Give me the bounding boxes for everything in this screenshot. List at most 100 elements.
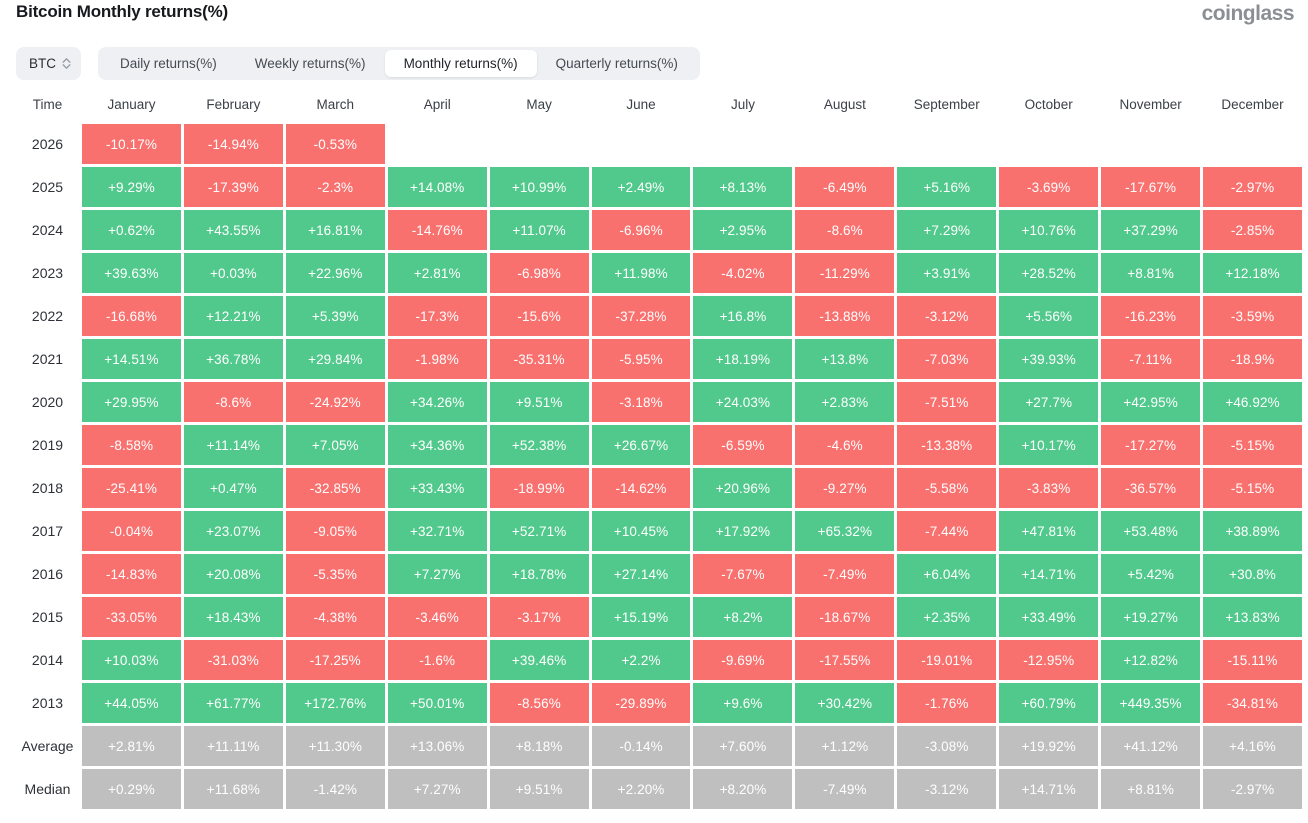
return-cell: +19.92%	[999, 726, 1099, 766]
return-cell: -17.39%	[183, 167, 283, 207]
return-cell: -3.59%	[1203, 296, 1302, 336]
return-cell: +19.27%	[1101, 597, 1201, 637]
return-cell: +65.32%	[795, 511, 895, 551]
return-cell: -3.08%	[897, 726, 997, 766]
row-label-2022: 2022	[31, 308, 64, 324]
return-cell: -0.04%	[82, 511, 181, 551]
return-cell: -1.76%	[897, 683, 997, 723]
return-cell: +9.51%	[489, 382, 589, 422]
return-cell: +39.63%	[82, 253, 181, 293]
column-header-june: June	[626, 97, 656, 112]
return-cell: +13.06%	[387, 726, 487, 766]
return-cell: +29.95%	[82, 382, 181, 422]
row-label-average: Average	[21, 738, 74, 754]
return-cell: +7.05%	[285, 425, 385, 465]
return-cell: +30.42%	[795, 683, 895, 723]
tab-monthly-returns[interactable]: Monthly returns(%)	[384, 50, 537, 77]
return-cell: +42.95%	[1101, 382, 1201, 422]
return-cell: -18.9%	[1203, 339, 1302, 379]
row-label-2023: 2023	[31, 265, 64, 281]
return-cell: +33.49%	[999, 597, 1099, 637]
return-cell: +11.30%	[285, 726, 385, 766]
return-cell: +13.83%	[1203, 597, 1302, 637]
return-cell: +7.27%	[387, 769, 487, 809]
return-cell: -5.15%	[1203, 468, 1302, 508]
row-label-2017: 2017	[31, 523, 64, 539]
return-cell: -8.6%	[183, 382, 283, 422]
return-cell: +172.76%	[285, 683, 385, 723]
return-cell: +0.47%	[183, 468, 283, 508]
return-cell: +20.08%	[183, 554, 283, 594]
return-cell	[490, 124, 589, 164]
return-cell: -8.56%	[489, 683, 589, 723]
return-cell: +1.12%	[795, 726, 895, 766]
return-cell: +0.62%	[82, 210, 181, 250]
row-label-2013: 2013	[31, 695, 64, 711]
return-cell	[1203, 124, 1302, 164]
return-cell: -35.31%	[489, 339, 589, 379]
return-cell: -3.12%	[897, 296, 997, 336]
column-header-july: July	[730, 97, 755, 112]
tab-daily-returns[interactable]: Daily returns(%)	[101, 50, 236, 77]
return-cell: -24.92%	[285, 382, 385, 422]
return-cell: +16.81%	[285, 210, 385, 250]
return-cell: +23.07%	[183, 511, 283, 551]
return-cell: +11.14%	[183, 425, 283, 465]
return-cell: -5.58%	[897, 468, 997, 508]
return-cell: +9.6%	[693, 683, 793, 723]
return-cell: -25.41%	[82, 468, 181, 508]
return-cell: -6.59%	[693, 425, 793, 465]
coin-selector-button[interactable]: BTC	[16, 47, 81, 80]
return-cell: +37.29%	[1101, 210, 1201, 250]
return-cell: -1.6%	[387, 640, 487, 680]
return-cell: +39.46%	[489, 640, 589, 680]
row-label-2019: 2019	[31, 437, 64, 453]
column-header-october: October	[1024, 97, 1073, 112]
return-cell: +16.8%	[693, 296, 793, 336]
tab-quarterly-returns[interactable]: Quarterly returns(%)	[537, 50, 697, 77]
return-cell: +7.60%	[693, 726, 793, 766]
return-cell: -10.17%	[82, 124, 181, 164]
return-cell: -9.05%	[285, 511, 385, 551]
return-cell: +32.71%	[387, 511, 487, 551]
return-cell: -5.35%	[285, 554, 385, 594]
return-cell: -9.27%	[795, 468, 895, 508]
return-cell: +12.18%	[1203, 253, 1302, 293]
return-cell: -7.49%	[795, 769, 895, 809]
tab-weekly-returns[interactable]: Weekly returns(%)	[236, 50, 385, 77]
return-cell: -0.14%	[591, 726, 691, 766]
return-cell: +0.29%	[82, 769, 181, 809]
controls-row: BTC Daily returns(%) Weekly returns(%) Mon…	[0, 47, 1308, 80]
return-cell: -2.97%	[1203, 769, 1302, 809]
return-cell: +7.29%	[897, 210, 997, 250]
return-cell: +5.56%	[999, 296, 1099, 336]
return-cell: +2.95%	[693, 210, 793, 250]
return-cell: +2.49%	[591, 167, 691, 207]
return-cell: +5.39%	[285, 296, 385, 336]
return-cell: +9.51%	[489, 769, 589, 809]
return-cell: -7.51%	[897, 382, 997, 422]
row-label-2021: 2021	[31, 351, 64, 367]
return-cell: -3.12%	[897, 769, 997, 809]
return-cell: +18.19%	[693, 339, 793, 379]
return-cell: +22.96%	[285, 253, 385, 293]
return-cell: +13.8%	[795, 339, 895, 379]
return-cell: -19.01%	[897, 640, 997, 680]
return-cell: -3.83%	[999, 468, 1099, 508]
return-cell: +15.19%	[591, 597, 691, 637]
row-label-2016: 2016	[31, 566, 64, 582]
return-cell: -36.57%	[1101, 468, 1201, 508]
return-cell: +52.38%	[489, 425, 589, 465]
column-header-february: February	[206, 97, 261, 112]
return-cell: -3.18%	[591, 382, 691, 422]
column-header-december: December	[1221, 97, 1284, 112]
return-cell: -7.67%	[693, 554, 793, 594]
return-cell: +53.48%	[1101, 511, 1201, 551]
return-cell: -37.28%	[591, 296, 691, 336]
return-cell: -11.29%	[795, 253, 895, 293]
return-cell: -34.81%	[1203, 683, 1302, 723]
return-cell: +28.52%	[999, 253, 1099, 293]
return-cell: -9.69%	[693, 640, 793, 680]
return-cell: -7.11%	[1101, 339, 1201, 379]
return-cell: -4.38%	[285, 597, 385, 637]
